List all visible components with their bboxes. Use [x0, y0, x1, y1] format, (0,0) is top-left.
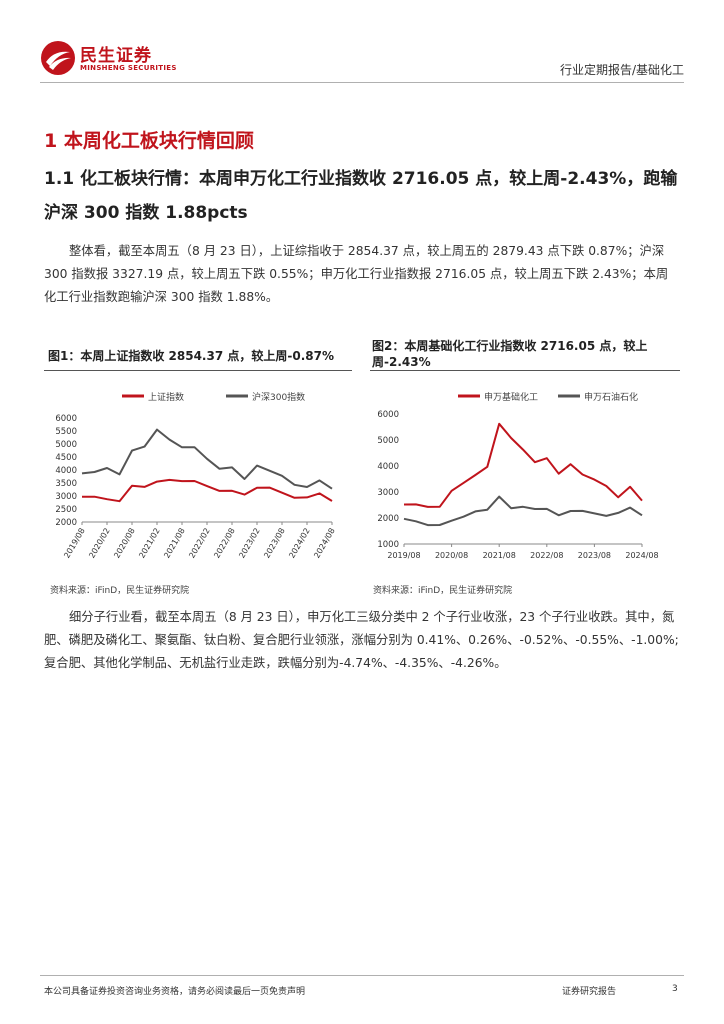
series-line [81, 478, 333, 503]
x-tick-label: 2021/08 [162, 527, 186, 560]
y-tick-label: 3000 [377, 488, 399, 498]
x-tick-label: 2022/08 [530, 551, 563, 560]
figure2-divider [370, 370, 680, 371]
x-tick-label: 2021/08 [483, 551, 516, 560]
header-divider [40, 82, 684, 83]
x-tick-label: 2024/08 [312, 527, 336, 560]
y-tick-label: 5000 [55, 440, 77, 450]
y-tick-label: 3000 [55, 492, 77, 502]
x-tick-label: 2020/08 [435, 551, 468, 560]
y-tick-label: 6000 [55, 414, 77, 424]
y-tick-label: 2000 [55, 518, 77, 528]
x-tick-label: 2020/08 [112, 527, 136, 560]
legend-label: 上证指数 [148, 391, 184, 403]
y-tick-label: 6000 [377, 410, 399, 420]
figure2-chart: 1000 2000 3000 4000 5000 6000 2019/08 2020/08 20… [370, 374, 675, 574]
x-tick-label: 2024/08 [625, 551, 658, 560]
x-tick-label: 2022/08 [212, 527, 236, 560]
y-tick-label: 3500 [55, 479, 77, 489]
figure1-chart-svg: 2000 2500 3000 3500 4000 4500 5000 5500 6000 2019… [55, 391, 336, 560]
legend-label: 沪深300指数 [252, 391, 305, 403]
y-tick-label: 5500 [55, 427, 77, 437]
y-tick-label: 4500 [55, 453, 77, 463]
y-tick-label: 2000 [377, 514, 399, 524]
footer-divider [40, 975, 684, 976]
figure1-chart: 2000 2500 3000 3500 4000 4500 5000 5500 6000 2019… [44, 374, 344, 574]
report-category: 行业定期报告/基础化工 [559, 63, 684, 77]
x-tick-label: 2020/02 [87, 527, 111, 560]
y-tick-label: 1000 [377, 540, 399, 550]
x-tick-label: 2022/02 [187, 527, 211, 560]
x-tick-label: 2023/02 [237, 527, 261, 560]
figure1-divider [44, 370, 352, 371]
figure1-title: 图1：本周上证指数收 2854.37 点，较上周-0.87% [48, 349, 334, 363]
section-title: 1 本周化工板块行情回顾 [44, 130, 254, 152]
x-tick-label: 2023/08 [578, 551, 611, 560]
logo-english-text: MINSHENG SECURITIES [80, 64, 177, 72]
x-tick-label: 2021/02 [137, 527, 161, 560]
x-tick-label: 2023/08 [262, 527, 286, 560]
series-line [81, 428, 333, 490]
series-line [403, 422, 643, 508]
figure2-source: 资料来源：iFinD，民生证券研究院 [373, 586, 513, 596]
page-number: 3 [672, 984, 678, 994]
summary-paragraph: 整体看，截至本周五（8 月 23 日），上证综指收于 2854.37 点，较上周… [44, 244, 669, 304]
figure2-title: 图2：本周基础化工行业指数收 2716.05 点，较上周-2.43% [372, 339, 648, 369]
x-tick-label: 2024/02 [287, 527, 311, 560]
footer-report-type: 证券研究报告 [562, 987, 617, 997]
figure2-chart-svg: 1000 2000 3000 4000 5000 6000 2019/08 2020/08 20… [377, 391, 658, 560]
footer-disclaimer: 本公司具备证券投资咨询业务资格，请务必阅读最后一页免责声明 [44, 987, 306, 997]
y-tick-label: 4000 [377, 462, 399, 472]
x-tick-label: 2019/08 [387, 551, 420, 560]
series-line [403, 495, 643, 527]
subsection-title: 1.1 化工板块行情：本周申万化工行业指数收 2716.05 点，较上周-2.4… [44, 169, 678, 223]
subindustry-paragraph: 细分子行业看，截至本周五（8 月 23 日），申万化工三级分类中 2 个子行业收… [44, 610, 679, 670]
x-tick-label: 2019/08 [62, 527, 86, 560]
y-tick-label: 5000 [377, 436, 399, 446]
y-tick-label: 2500 [55, 505, 77, 515]
legend-label: 申万基础化工 [484, 391, 538, 403]
figure1-source: 资料来源：iFinD，民生证券研究院 [50, 586, 190, 596]
minsheng-logo-icon [41, 41, 75, 75]
legend-label: 申万石油石化 [584, 391, 638, 403]
logo-chinese-text: 民生证券 [80, 46, 152, 66]
y-tick-label: 4000 [55, 466, 77, 476]
